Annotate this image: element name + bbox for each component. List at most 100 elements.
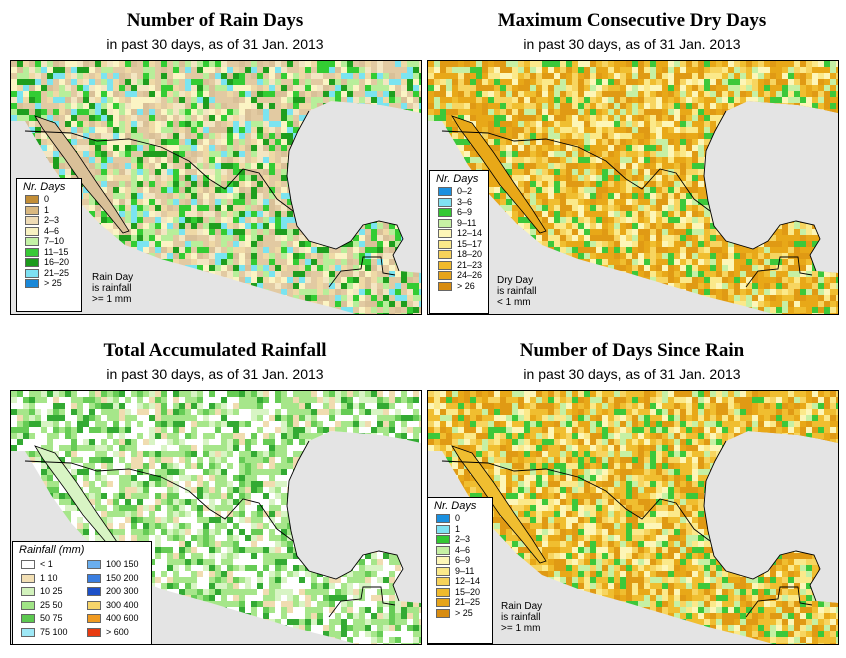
- legend-swatch: [25, 216, 39, 225]
- guatemala-border: [745, 256, 813, 288]
- legend-item: 11–15: [17, 247, 81, 259]
- legend-swatch: [87, 587, 101, 596]
- legend-swatch: [436, 556, 450, 565]
- gulf-coastline: [703, 440, 821, 602]
- legend-item: 0: [428, 513, 492, 525]
- legend-swatch: [25, 195, 39, 204]
- legend-label: 25 50: [40, 599, 63, 610]
- legend-item: 15–20: [428, 587, 492, 599]
- legend-label: < 1: [40, 559, 53, 569]
- legend-swatch: [438, 281, 452, 291]
- baja-california: [451, 445, 547, 564]
- legend-label: 10 25: [40, 586, 63, 596]
- guatemala-border: [328, 256, 396, 288]
- panel-title: Maximum Consecutive Dry Days: [497, 10, 767, 31]
- legend-swatch: [436, 524, 450, 534]
- legend-label: 9–11: [455, 565, 475, 576]
- legend-note: Dry Day is rainfall < 1 mm: [497, 275, 536, 308]
- legend-swatch: [25, 268, 39, 278]
- legend-label: 50 75: [40, 613, 63, 623]
- legend-title: Nr. Days: [436, 173, 479, 185]
- legend-swatch: [21, 587, 35, 596]
- pacific-ocean: [428, 121, 773, 314]
- legend-swatch: [25, 226, 39, 236]
- legend-swatch: [436, 608, 450, 618]
- legend: Nr. Days 0 1 2–3 4–6 7–10 11–15 16–20 21–25 > 25: [16, 178, 82, 312]
- us-mexico-border: [441, 130, 711, 212]
- legend-swatch: [438, 208, 452, 217]
- legend-item: 7–10: [17, 236, 81, 248]
- legend-item: > 26: [430, 281, 488, 293]
- legend-item: 50 75: [13, 613, 79, 625]
- legend-label: > 600: [106, 626, 129, 637]
- legend-label: 2–3: [455, 534, 471, 544]
- legend-item: 300 400: [79, 600, 145, 612]
- legend-swatch: [25, 279, 39, 288]
- gulf-coastline: [286, 110, 404, 272]
- note-line: is rainfall: [497, 286, 537, 297]
- guatemala-border: [745, 586, 813, 618]
- baja-california: [451, 115, 547, 234]
- legend-swatch: [438, 260, 452, 270]
- legend-swatch: [87, 600, 101, 610]
- legend-label: 1 10: [40, 572, 58, 583]
- legend-swatch: [436, 587, 450, 597]
- legend-label: 7–10: [44, 236, 65, 246]
- legend-label: 16–20: [44, 257, 70, 267]
- legend-label: 100 150: [106, 559, 139, 569]
- panel-title: Number of Days Since Rain: [519, 340, 745, 361]
- pacific-ocean: [11, 121, 356, 314]
- panel-rain-days: Number of Rain Days in past 30 days, as …: [10, 0, 422, 320]
- legend-item: 0–2: [430, 186, 488, 198]
- note-line: >= 1 mm: [501, 623, 541, 634]
- legend-item: > 600: [79, 626, 145, 639]
- legend-label: 21–25: [44, 267, 70, 278]
- legend-swatch: [21, 573, 35, 583]
- legend-swatch: [87, 560, 101, 569]
- legend-item: 4–6: [17, 226, 81, 238]
- legend-label: > 25: [44, 278, 62, 288]
- legend-item: 400 600: [79, 613, 145, 625]
- legend-label: 0: [44, 194, 50, 204]
- legend-item: 6–9: [428, 555, 492, 567]
- legend-swatch: [25, 247, 39, 257]
- legend-item: 9–11: [428, 565, 492, 578]
- legend: Nr. Days 0 1 2–3 4–6 6–9 9–11 12–14 15–20 21–25 >…: [427, 497, 493, 644]
- legend-item: 21–25: [428, 597, 492, 609]
- legend-item: 0: [17, 194, 81, 206]
- legend-label: 9–11: [457, 217, 477, 228]
- legend-swatch: [21, 627, 35, 637]
- legend-label: 150 200: [106, 572, 139, 583]
- legend-swatch: [21, 560, 35, 569]
- legend-item: 2–3: [17, 215, 81, 227]
- legend-label: 6–9: [455, 555, 471, 565]
- legend-item: 1: [17, 205, 81, 217]
- legend-label: 12–14: [455, 576, 481, 586]
- legend: Rainfall (mm) < 1 1 10 10 25 25 50 50 75 75 1…: [12, 541, 152, 645]
- legend-label: 18–20: [457, 249, 483, 259]
- legend-swatch: [21, 600, 35, 610]
- legend-item: 150 200: [79, 572, 145, 585]
- legend-swatch: [436, 545, 450, 555]
- map-dry-days: [427, 60, 839, 315]
- legend-swatch: [436, 577, 450, 586]
- legend-swatch: [438, 271, 452, 280]
- note-line: is rainfall: [92, 283, 132, 294]
- legend-item: 1 10: [13, 572, 79, 585]
- legend-label: 2–3: [44, 215, 60, 225]
- legend-item: 1: [428, 524, 492, 536]
- legend-swatch: [438, 229, 452, 238]
- legend-swatch: [25, 237, 39, 246]
- legend-label: 0: [455, 513, 461, 523]
- legend-item: 12–14: [428, 576, 492, 588]
- legend-item: 9–11: [430, 217, 488, 230]
- legend-label: 400 600: [106, 613, 139, 623]
- panel-subtitle: in past 30 days, as of 31 Jan. 2013: [523, 366, 741, 382]
- legend-label: 0–2: [457, 186, 473, 196]
- note-line: Rain Day: [501, 601, 543, 612]
- panel-title: Number of Rain Days: [126, 10, 304, 31]
- legend-item: 21–25: [17, 267, 81, 280]
- baja-california: [34, 115, 130, 234]
- legend-item: 15–17: [430, 239, 488, 251]
- legend-swatch: [87, 573, 101, 583]
